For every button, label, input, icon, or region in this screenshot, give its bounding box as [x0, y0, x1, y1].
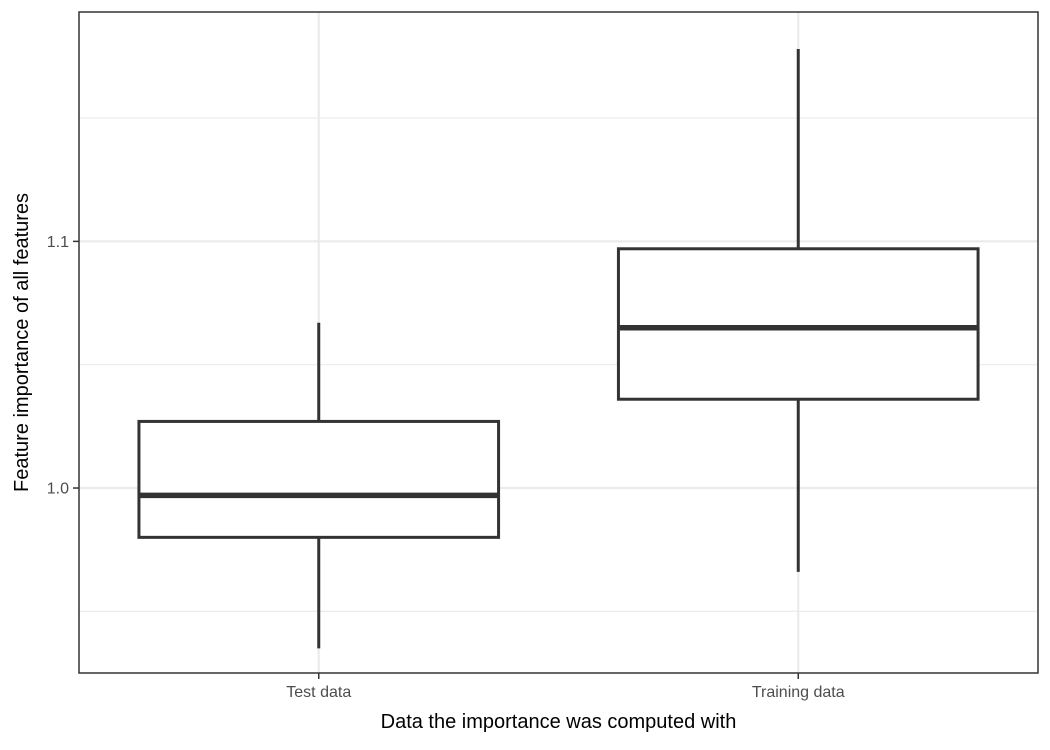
box-iqr [616, 247, 980, 401]
x-tick-label: Test data [286, 684, 351, 701]
box-1 [137, 322, 501, 649]
boxes-layer [137, 48, 980, 649]
x-axis-title: Data the importance was computed with [381, 711, 737, 733]
axes-layer: 1.0 1.1 Test data Training data [47, 234, 845, 701]
y-tick-label: 1.1 [47, 234, 69, 251]
y-axis-title: Feature importance of all features [11, 193, 33, 492]
y-tick-label: 1.0 [47, 481, 69, 498]
box-iqr [137, 419, 501, 539]
x-tick-label: Training data [752, 684, 845, 701]
panel-border [78, 11, 1039, 674]
box-2 [616, 48, 980, 572]
